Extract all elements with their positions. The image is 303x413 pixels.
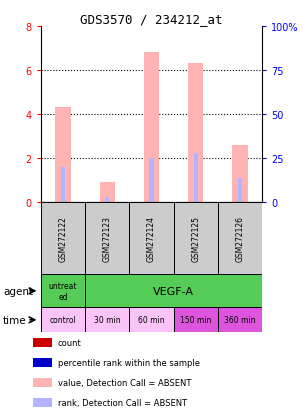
Text: GSM272123: GSM272123 (103, 216, 112, 261)
Bar (174, 202, 218, 275)
Bar (174, 308, 218, 332)
Bar (188, 64, 204, 202)
Text: untreat
ed: untreat ed (49, 282, 77, 301)
Text: 150 min: 150 min (180, 316, 211, 325)
Text: agent: agent (3, 286, 33, 296)
Bar (85, 202, 129, 275)
Bar (149, 159, 154, 202)
Bar (144, 53, 159, 202)
Text: GSM272126: GSM272126 (235, 216, 245, 261)
Text: 360 min: 360 min (224, 316, 256, 325)
Bar (232, 145, 248, 202)
Bar (85, 308, 129, 332)
Bar (194, 154, 198, 202)
Bar (41, 202, 85, 275)
Text: 30 min: 30 min (94, 316, 121, 325)
Bar (218, 308, 262, 332)
Text: GSM272122: GSM272122 (58, 216, 68, 261)
Bar (41, 275, 85, 308)
Bar (99, 183, 115, 202)
Text: value, Detection Call = ABSENT: value, Detection Call = ABSENT (58, 378, 191, 387)
Bar (85, 275, 262, 308)
Bar (61, 167, 65, 202)
Text: 60 min: 60 min (138, 316, 165, 325)
Bar (129, 202, 174, 275)
Bar (238, 178, 242, 202)
Text: rank, Detection Call = ABSENT: rank, Detection Call = ABSENT (58, 399, 187, 407)
Text: GSM272124: GSM272124 (147, 216, 156, 261)
Text: percentile rank within the sample: percentile rank within the sample (58, 358, 200, 367)
Bar (55, 108, 71, 202)
Text: control: control (50, 316, 76, 325)
Text: GDS3570 / 234212_at: GDS3570 / 234212_at (80, 13, 223, 26)
Bar (129, 308, 174, 332)
Bar (105, 198, 109, 202)
Text: count: count (58, 338, 81, 347)
Bar (218, 202, 262, 275)
Text: time: time (3, 315, 27, 325)
Bar (41, 308, 85, 332)
Text: VEGF-A: VEGF-A (153, 286, 194, 296)
Text: GSM272125: GSM272125 (191, 216, 200, 261)
